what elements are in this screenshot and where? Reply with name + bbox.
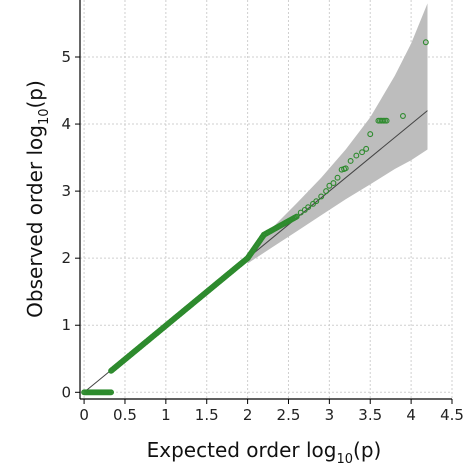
data-point (334, 174, 341, 181)
y-tick-label: 5 (61, 48, 71, 66)
data-point (323, 188, 330, 195)
y-tick-label: 2 (61, 249, 71, 267)
data-point (305, 204, 312, 211)
x-axis-label: Expected order log10(p) (147, 438, 382, 467)
data-point (313, 198, 320, 205)
confidence-band (247, 3, 428, 264)
y-axis-label-argument: (p) (23, 80, 47, 108)
data-point (363, 145, 370, 152)
data-point (293, 213, 300, 220)
data-point (422, 39, 429, 46)
data-point (353, 152, 360, 159)
data-point (108, 389, 115, 396)
data-point (359, 149, 366, 156)
data-point (342, 165, 349, 172)
y-tick-label: 0 (61, 383, 71, 401)
x-tick-label: 4.5 (440, 406, 464, 424)
data-points (81, 39, 429, 396)
data-point (383, 117, 390, 124)
y-tick-label: 1 (61, 316, 71, 334)
data-point (330, 180, 337, 187)
x-tick-label: 3 (325, 406, 335, 424)
data-point (318, 193, 325, 200)
x-tick-label: 1.5 (195, 406, 219, 424)
x-tick-label: 1 (161, 406, 171, 424)
data-point (297, 209, 304, 216)
x-axis-label-argument: (p) (353, 438, 381, 462)
y-axis-label-subscript: 10 (37, 109, 52, 126)
y-axis-label-main: Observed order log (23, 125, 47, 318)
y-axis-label: Observed order log10(p) (23, 80, 52, 318)
y-tick-label: 3 (61, 182, 71, 200)
y-tick-label: 4 (61, 115, 71, 133)
x-tick-label: 0.5 (113, 406, 137, 424)
x-tick-label: 3.5 (358, 406, 382, 424)
x-tick-label: 0 (79, 406, 89, 424)
data-point (399, 113, 406, 119)
x-tick-label: 4 (406, 406, 416, 424)
y-axis-ticks: 0 1 2 3 4 5 (61, 48, 80, 401)
x-axis-ticks: 0 0.5 1 1.5 2 2.5 3 3.5 4 4.5 (79, 399, 464, 424)
data-point (367, 131, 374, 138)
axes-frame (79, 0, 452, 400)
data-point (347, 157, 354, 164)
x-tick-label: 2.5 (277, 406, 301, 424)
x-tick-label: 2 (243, 406, 253, 424)
x-axis-label-main: Expected order log (147, 438, 337, 462)
x-axis-label-subscript: 10 (336, 452, 353, 467)
grid-lines (80, 0, 453, 399)
data-point (326, 182, 333, 189)
